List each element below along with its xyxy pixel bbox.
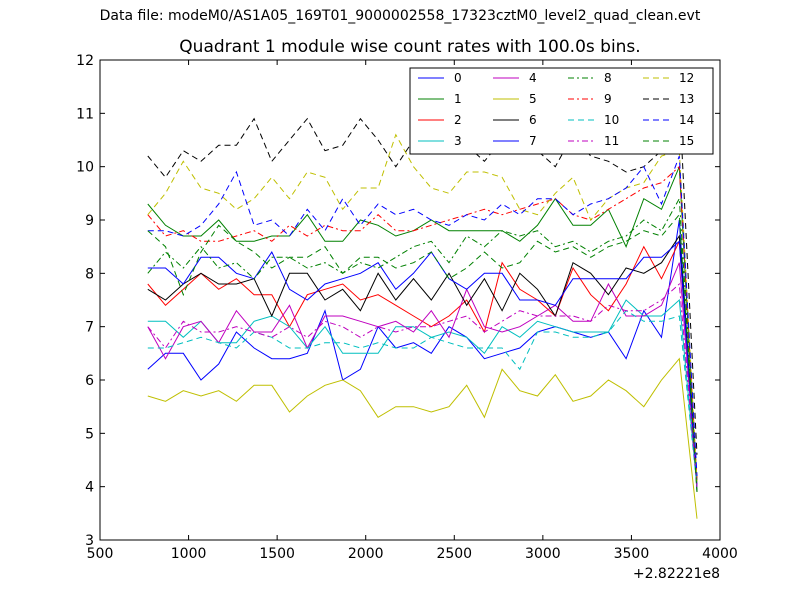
series-layer — [147, 97, 698, 519]
legend-label-11: 11 — [604, 134, 619, 148]
series-line-10 — [147, 310, 698, 487]
legend-label-1: 1 — [454, 92, 462, 106]
series-line-14 — [147, 155, 698, 477]
series-line-0 — [147, 219, 698, 493]
legend-box — [409, 67, 714, 155]
legend-label-4: 4 — [529, 71, 537, 85]
legend-label-3: 3 — [454, 134, 462, 148]
x-tick-label: 500 — [87, 546, 114, 562]
x-tick-label: 1000 — [171, 546, 207, 562]
y-tick-label: 6 — [85, 373, 94, 389]
y-tick-label: 11 — [76, 106, 94, 122]
legend-label-7: 7 — [529, 134, 537, 148]
legend-label-8: 8 — [604, 71, 612, 85]
legend-label-14: 14 — [679, 113, 694, 127]
legend-label-0: 0 — [454, 71, 462, 85]
x-tick-label: 3000 — [525, 546, 561, 562]
y-tick-label: 9 — [85, 213, 94, 229]
legend-label-15: 15 — [679, 134, 694, 148]
legend-label-12: 12 — [679, 71, 694, 85]
y-tick-label: 10 — [76, 160, 94, 176]
series-line-8 — [147, 196, 698, 482]
y-tick-label: 12 — [76, 53, 94, 69]
series-line-12 — [147, 133, 698, 482]
legend-label-9: 9 — [604, 92, 612, 106]
axis-ticks: 500 1000 1500 2000 2500 3000 3500 4000345678910… — [76, 53, 738, 562]
x-tick-label: 1500 — [259, 546, 295, 562]
x-tick-label: 2500 — [436, 546, 472, 562]
y-tick-label: 3 — [85, 533, 94, 549]
series-line-11 — [147, 282, 698, 487]
series-line-4 — [147, 262, 698, 487]
series-line-5 — [147, 357, 698, 519]
chart-title: Quadrant 1 module wise count rates with … — [179, 37, 641, 57]
legend-label-6: 6 — [529, 113, 537, 127]
series-line-3 — [147, 298, 698, 487]
y-tick-label: 5 — [85, 426, 94, 442]
series-line-15 — [147, 213, 698, 493]
plot-frame — [99, 59, 721, 541]
y-tick-label: 8 — [85, 266, 94, 282]
series-line-9 — [147, 165, 698, 482]
legend-label-5: 5 — [529, 92, 537, 106]
series-line-7 — [147, 240, 698, 487]
series-line-2 — [147, 239, 698, 487]
series-line-1 — [147, 166, 698, 493]
x-tick-label: 2000 — [348, 546, 384, 562]
legend-label-13: 13 — [679, 92, 694, 106]
y-tick-label: 4 — [85, 480, 94, 496]
legend-label-2: 2 — [454, 113, 462, 127]
y-tick-label: 7 — [85, 320, 94, 336]
data-file-title: Data file: modeM0/AS1A05_169T01_90000025… — [99, 8, 701, 24]
x-tick-label: 3500 — [614, 546, 650, 562]
x-axis-offset-label: +2.82221e8 — [633, 566, 720, 582]
x-tick-label: 4000 — [702, 546, 738, 562]
legend-label-10: 10 — [604, 113, 619, 127]
series-line-6 — [147, 234, 698, 482]
